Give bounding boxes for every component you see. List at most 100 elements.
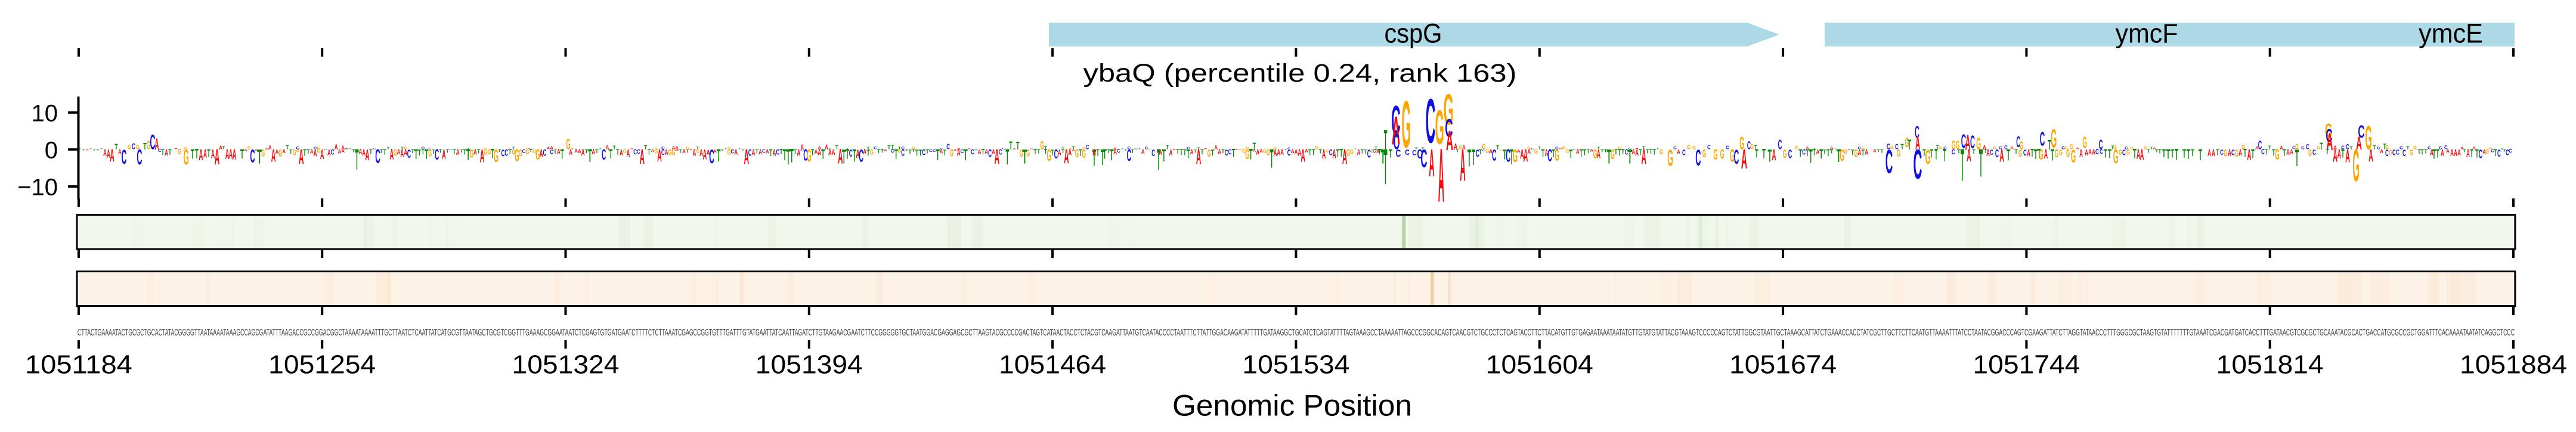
svg-text:A: A (1983, 144, 1986, 152)
svg-text:T: T (1103, 147, 1107, 162)
svg-text:T: T (2503, 148, 2506, 153)
svg-text:G: G (2018, 147, 2022, 158)
svg-text:Genomic Position: Genomic Position (1172, 389, 1412, 422)
svg-text:A: A (265, 148, 269, 150)
svg-text:G: G (1939, 145, 1942, 151)
svg-text:G: G (1844, 148, 1847, 155)
svg-text:A: A (199, 147, 203, 164)
svg-text:A: A (1986, 147, 1990, 158)
svg-text:G: G (1687, 144, 1690, 150)
svg-text:A: A (1256, 148, 1259, 157)
svg-text:C: C (1426, 86, 1436, 156)
svg-text:C: C (1952, 149, 1955, 157)
svg-text:G: G (1041, 139, 1044, 153)
svg-text:A: A (2333, 145, 2337, 166)
svg-text:A: A (2027, 147, 2030, 158)
svg-text:G: G (261, 147, 265, 158)
svg-text:A: A (255, 149, 258, 151)
svg-text:T: T (1176, 148, 1179, 156)
svg-text:T: T (612, 145, 616, 150)
svg-text:cspG: cspG (1385, 18, 1442, 49)
svg-text:A: A (2472, 145, 2476, 150)
svg-text:C: C (1707, 144, 1711, 151)
svg-text:T: T (1754, 145, 1757, 151)
svg-text:A: A (620, 147, 623, 157)
svg-text:A: A (1298, 148, 1301, 158)
svg-text:T: T (418, 148, 422, 158)
svg-text:T: T (1312, 148, 1315, 157)
svg-text:A: A (957, 147, 961, 158)
svg-text:G: G (278, 147, 282, 158)
svg-text:A: A (1058, 147, 1061, 157)
svg-text:G: G (525, 148, 529, 150)
svg-text:T: T (1110, 147, 1114, 164)
svg-text:T: T (2030, 148, 2034, 160)
svg-text:A: A (581, 147, 585, 158)
svg-text:T: T (1823, 148, 1826, 156)
svg-text:T: T (2014, 148, 2017, 156)
svg-text:G: G (317, 145, 320, 150)
svg-text:T: T (1541, 147, 1545, 160)
svg-text:T: T (2216, 147, 2219, 157)
svg-text:C: C (731, 148, 735, 155)
svg-text:C: C (1405, 148, 1410, 157)
svg-text:T: T (1653, 148, 1657, 157)
svg-text:A: A (1438, 134, 1444, 219)
svg-text:T: T (1627, 145, 1632, 169)
svg-text:T: T (2182, 148, 2186, 160)
svg-text:A: A (1590, 149, 1593, 153)
svg-text:G: G (2235, 147, 2238, 158)
svg-text:0: 0 (45, 137, 58, 163)
svg-text:T: T (96, 149, 99, 151)
svg-text:T: T (1016, 141, 1020, 153)
svg-text:A: A (1169, 147, 1173, 157)
svg-text:A: A (107, 147, 110, 161)
svg-text:A: A (1545, 147, 1549, 158)
svg-text:A: A (1277, 148, 1280, 157)
svg-text:T: T (446, 148, 450, 154)
svg-text:C: C (933, 148, 937, 153)
svg-text:A: A (110, 145, 114, 165)
svg-text:T: T (1131, 148, 1135, 154)
svg-text:A: A (203, 148, 207, 161)
svg-text:T: T (530, 148, 532, 153)
svg-text:T: T (2295, 145, 2299, 172)
svg-text:A: A (2450, 148, 2454, 158)
svg-text:T: T (842, 146, 846, 169)
svg-text:C: C (1002, 148, 1007, 150)
svg-text:C: C (1482, 149, 1486, 151)
svg-text:T: T (509, 149, 512, 156)
svg-text:T: T (1157, 142, 1160, 176)
svg-text:A: A (569, 148, 572, 157)
svg-text:T: T (2326, 148, 2329, 156)
svg-text:C: C (522, 148, 526, 154)
svg-text:G: G (1534, 148, 1538, 156)
svg-text:T: T (1308, 147, 1312, 157)
svg-text:A: A (1527, 148, 1531, 156)
svg-text:1051744: 1051744 (1973, 350, 2080, 380)
svg-text:A: A (1576, 148, 1580, 156)
svg-text:A: A (1064, 146, 1069, 169)
svg-text:A: A (828, 148, 832, 157)
svg-text:C: C (501, 147, 505, 158)
svg-text:C: C (2258, 138, 2262, 152)
svg-text:C: C (1628, 148, 1631, 150)
svg-text:T: T (912, 148, 915, 153)
svg-text:C: C (1329, 148, 1333, 157)
svg-text:A: A (1322, 146, 1326, 161)
svg-text:C: C (449, 150, 453, 151)
svg-text:C: C (1682, 148, 1686, 157)
svg-text:C: C (296, 146, 300, 151)
svg-text:A: A (1597, 147, 1600, 161)
svg-text:T: T (1837, 147, 1841, 167)
svg-text:T: T (466, 147, 470, 163)
svg-text:C: C (2326, 125, 2332, 147)
svg-text:C: C (324, 150, 328, 151)
svg-text:A: A (884, 149, 887, 152)
svg-text:G: G (1618, 145, 1621, 150)
svg-text:G: G (404, 145, 407, 150)
svg-text:T: T (1211, 148, 1215, 158)
svg-text:T: T (982, 148, 985, 157)
svg-text:A: A (1489, 148, 1493, 155)
svg-text:A: A (992, 148, 995, 156)
